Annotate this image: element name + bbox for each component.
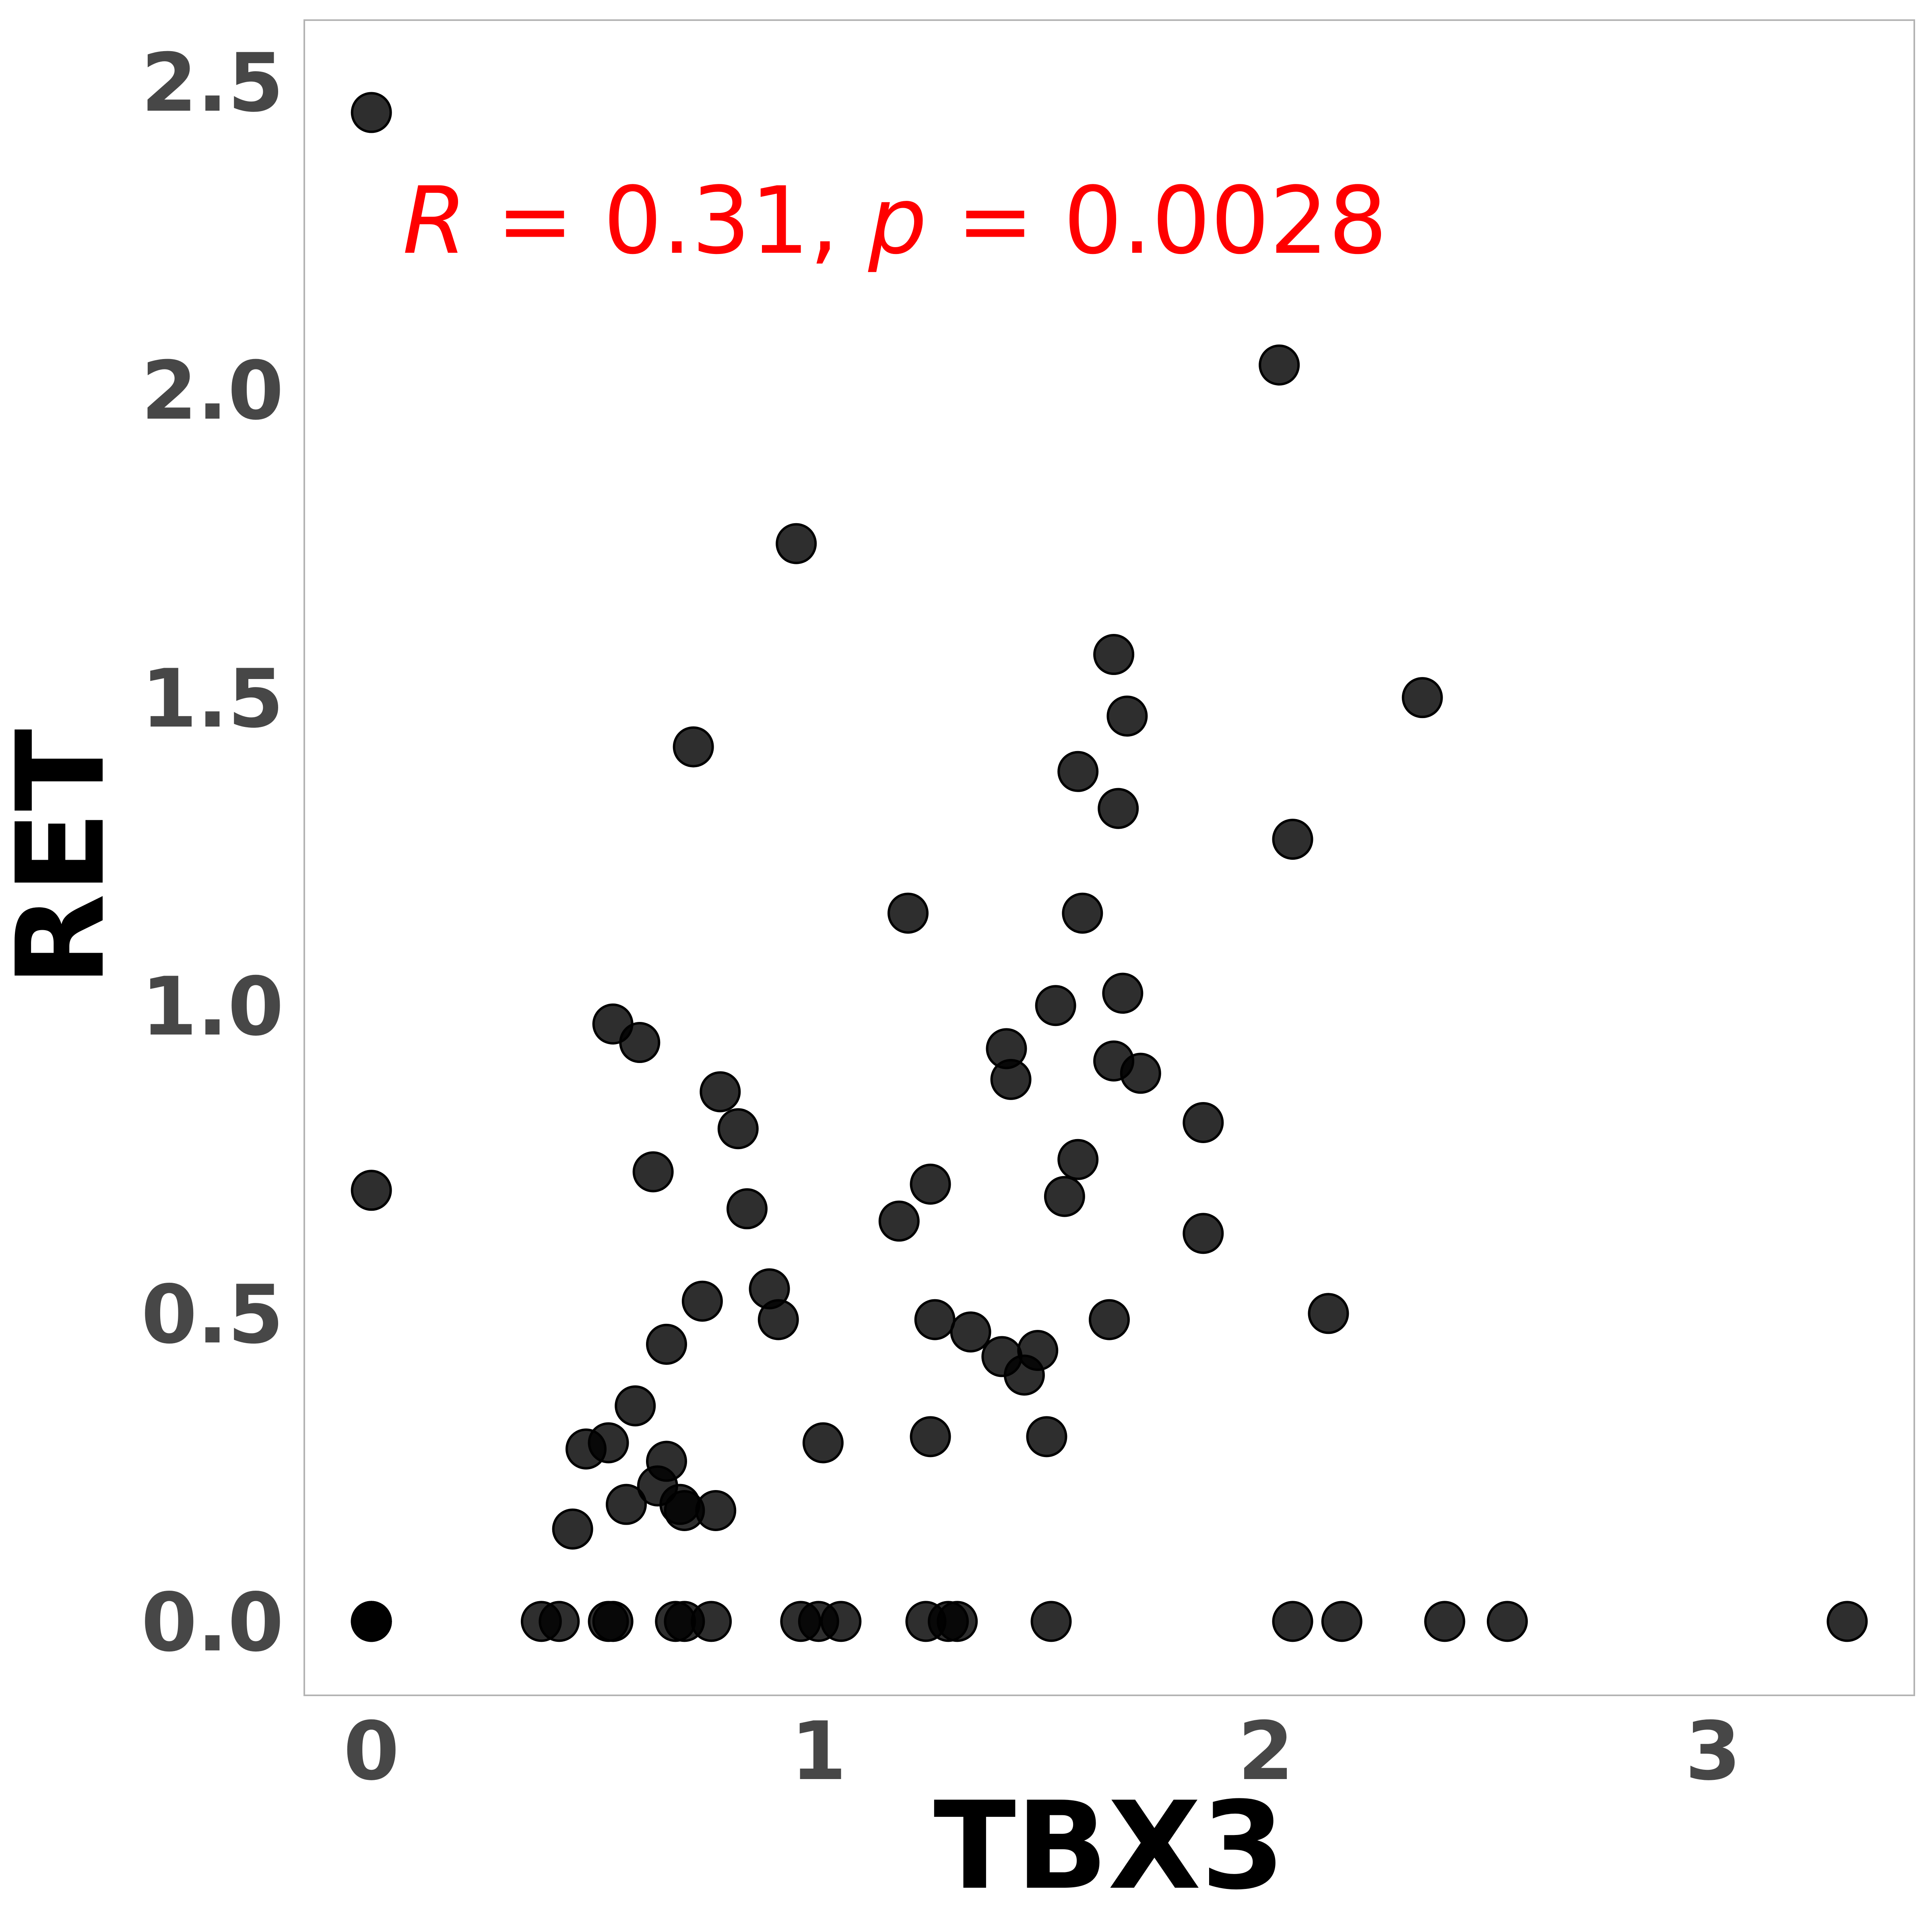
data-point-63 [1062, 892, 1103, 934]
data-point-26 [588, 1422, 629, 1463]
data-point-69 [1106, 696, 1148, 737]
data-point-22 [1486, 1601, 1528, 1642]
data-point-37 [646, 1323, 687, 1365]
data-point-38 [673, 726, 714, 768]
data-point-27 [606, 1484, 647, 1525]
r-symbol: R [402, 167, 467, 275]
data-point-65 [1093, 634, 1135, 675]
data-point-18 [1030, 1601, 1072, 1642]
data-point-36 [632, 1151, 674, 1193]
data-point-47 [878, 1200, 920, 1242]
data-point-21 [1424, 1601, 1466, 1642]
data-point-71 [1183, 1102, 1224, 1143]
y-tick-label-5: 2.5 [141, 36, 284, 130]
data-point-17 [937, 1601, 978, 1642]
data-point-6 [539, 1601, 580, 1642]
y-tick-label-4: 2.0 [141, 344, 284, 438]
data-point-72 [1183, 1213, 1224, 1254]
data-point-52 [950, 1311, 991, 1353]
x-tick-label-0: 0 [343, 1705, 399, 1798]
data-point-35 [619, 1022, 661, 1063]
p-symbol: p [868, 167, 927, 275]
x-tick-label-1: 1 [791, 1705, 846, 1798]
data-point-67 [1098, 788, 1139, 829]
data-point-46 [802, 1422, 844, 1463]
data-point-74 [1272, 819, 1313, 860]
correlation-annotation: R = 0.31, p = 0.0028 [402, 167, 1387, 275]
x-axis-title: TBX3 [933, 1776, 1285, 1916]
data-point-48 [888, 892, 929, 934]
y-tick-label-1: 0.5 [141, 1268, 284, 1362]
y-tick-label-3: 1.5 [141, 652, 284, 746]
data-point-73 [1259, 344, 1300, 386]
data-point-70 [1120, 1053, 1161, 1094]
data-point-59 [1035, 985, 1076, 1026]
data-point-49 [910, 1416, 951, 1457]
data-point-58 [1026, 1416, 1067, 1457]
data-point-20 [1321, 1601, 1362, 1642]
data-point-55 [990, 1059, 1032, 1100]
data-point-44 [758, 1299, 799, 1340]
data-point-11 [691, 1601, 732, 1642]
data-point-28 [615, 1385, 656, 1426]
y-tick-label-0: 0.0 [141, 1576, 284, 1670]
data-point-50 [910, 1163, 951, 1205]
data-point-61 [1057, 1139, 1099, 1180]
data-point-4 [351, 1601, 392, 1642]
data-point-8 [592, 1601, 634, 1642]
data-point-0 [351, 92, 392, 133]
data-point-76 [1402, 677, 1443, 718]
p-value: = 0.0028 [927, 167, 1387, 275]
data-point-57 [1017, 1330, 1059, 1371]
data-point-30 [646, 1441, 687, 1482]
data-point-24 [552, 1508, 593, 1550]
y-tick-label-2: 1.0 [141, 960, 284, 1054]
points-layer [351, 92, 1868, 1642]
y-axis-title: RET [0, 728, 131, 987]
data-point-51 [914, 1299, 956, 1340]
data-point-19 [1272, 1601, 1313, 1642]
data-point-33 [695, 1490, 737, 1531]
data-point-23 [1827, 1601, 1868, 1642]
y-tick-labels: 0.0 0.5 1.0 1.5 2.0 2.5 [141, 36, 284, 1670]
data-point-62 [1057, 751, 1099, 792]
plot-frame [303, 19, 1915, 1696]
data-point-75 [1308, 1293, 1349, 1334]
data-point-1 [351, 1170, 392, 1211]
data-point-60 [1044, 1176, 1085, 1217]
data-point-14 [820, 1601, 862, 1642]
data-point-45 [776, 523, 817, 564]
data-point-42 [727, 1188, 768, 1230]
x-tick-label-3: 3 [1685, 1705, 1741, 1798]
data-point-41 [717, 1108, 759, 1150]
x-tick-label-2: 2 [1238, 1705, 1294, 1798]
data-point-39 [681, 1280, 723, 1322]
x-tick-labels: 0 1 2 3 [343, 1705, 1741, 1798]
data-point-68 [1102, 972, 1144, 1014]
r-value: = 0.31, [467, 167, 868, 275]
data-point-40 [700, 1071, 741, 1113]
data-point-64 [1089, 1299, 1130, 1340]
